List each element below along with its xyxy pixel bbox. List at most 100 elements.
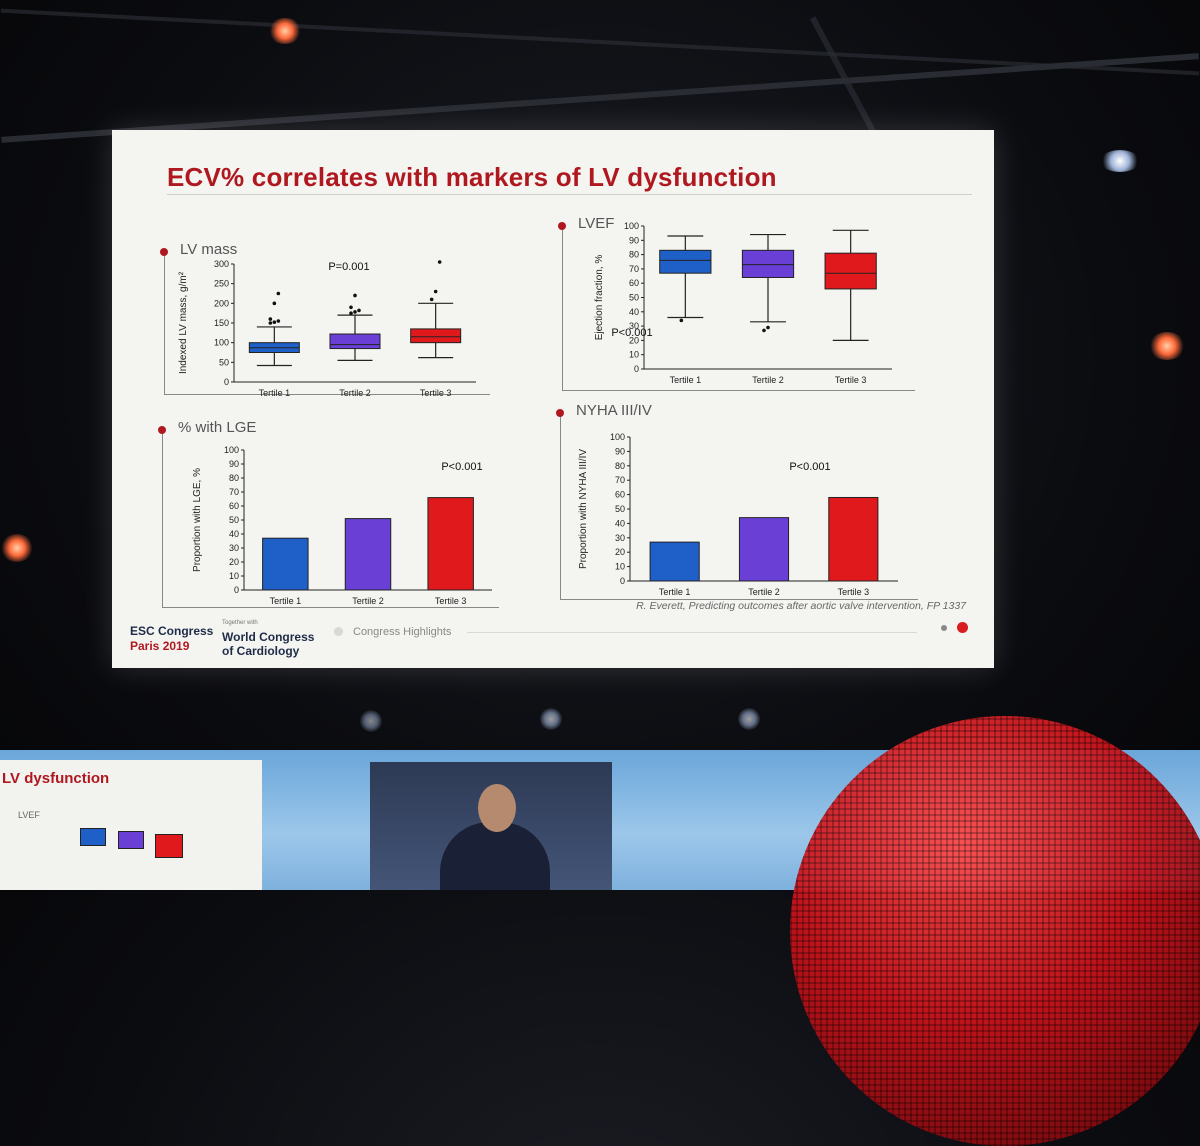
y-tick-label: 50 [615, 504, 625, 514]
congress-line-1: ESC Congress [130, 624, 214, 638]
speaker-head [478, 784, 516, 832]
outlier-point [353, 310, 357, 314]
outlier-point [272, 320, 277, 325]
y-tick-label: 100 [610, 432, 625, 442]
y-tick-label: 60 [615, 490, 625, 500]
nav-dot-inactive [940, 624, 947, 631]
y-tick-label: 100 [224, 445, 239, 455]
y-tick-label: 150 [214, 318, 229, 328]
p-value-label: P<0.001 [441, 461, 482, 473]
outlier-point [276, 319, 281, 323]
x-tick-label: Tertile 1 [259, 388, 291, 398]
x-tick-label: Tertile 3 [420, 388, 452, 398]
x-tick-label: Tertile 1 [270, 596, 302, 606]
title-rule [167, 194, 972, 195]
world-line-2: of Cardiology [222, 644, 300, 658]
footer-rule [467, 632, 917, 633]
x-tick-label: Tertile 2 [748, 587, 780, 597]
x-tick-label: Tertile 1 [659, 587, 691, 597]
congress-highlights-label: Congress Highlights [334, 626, 451, 638]
globe-graphic [790, 716, 1200, 1146]
x-tick-label: Tertile 2 [352, 596, 384, 606]
bar-2 [344, 518, 392, 591]
box-2 [329, 333, 381, 350]
panel-title: LV mass [180, 241, 238, 258]
y-tick-label: 60 [629, 278, 639, 288]
slide-title: ECV% correlates with markers of LV dysfu… [167, 162, 777, 192]
panel-title: % with LGE [178, 419, 257, 436]
box-1 [659, 249, 712, 274]
y-axis-label: Ejection fraction, % [594, 255, 605, 341]
outlier-point [268, 321, 273, 325]
outlier-point [353, 293, 357, 298]
y-tick-label: 10 [629, 350, 639, 360]
x-tick-label: Tertile 2 [339, 388, 371, 398]
y-tick-label: 40 [629, 307, 639, 317]
outlier-point [268, 317, 273, 321]
y-tick-label: 40 [229, 529, 239, 539]
outlier-point [766, 325, 770, 330]
chart-lvef: 0 10 20 30 40 50 60 70 80 90 100 Ejection fraction,… [594, 221, 892, 385]
y-tick-label: 70 [615, 475, 625, 485]
side-screen-box [80, 828, 106, 846]
speaker-figure [440, 822, 550, 890]
box-2 [741, 249, 795, 278]
ceiling-spot [1100, 150, 1140, 172]
slide-nav-dots [935, 619, 968, 637]
esc-congress-logo: ESC Congress Paris 2019 [130, 624, 213, 654]
panel-frame [562, 226, 915, 391]
outlier-point [429, 297, 434, 302]
y-tick-label: 100 [214, 338, 229, 348]
y-tick-label: 50 [219, 357, 229, 367]
y-tick-label: 80 [615, 461, 625, 471]
p-value-label: P<0.001 [789, 461, 830, 473]
panel-frame [164, 252, 490, 395]
bar-2 [738, 517, 790, 582]
y-tick-label: 100 [624, 221, 639, 231]
stage-light [268, 18, 302, 44]
y-axis-label: Proportion with LGE, % [192, 468, 203, 572]
world-line-1: World Congress [222, 630, 315, 644]
p-value-label: P<0.001 [611, 327, 652, 339]
x-tick-label: Tertile 3 [838, 587, 870, 597]
side-screen-title: LV dysfunction [2, 770, 110, 787]
side-screen-box [118, 831, 144, 849]
citation: R. Everett, Predicting outcomes after ao… [636, 600, 966, 612]
x-tick-label: Tertile 3 [435, 596, 467, 606]
y-tick-label: 20 [629, 335, 639, 345]
speaker-video-feed [370, 762, 612, 890]
y-tick-label: 90 [229, 459, 239, 469]
ceiling-spot [360, 710, 382, 732]
outlier-point [762, 328, 766, 333]
y-tick-label: 300 [214, 259, 229, 269]
y-axis-label: Indexed LV mass, g/m² [178, 271, 189, 374]
chart-lv-mass: 0 50 100 150 200 250 300 Indexed LV mass, g/m² T… [178, 259, 476, 398]
y-tick-label: 0 [634, 364, 639, 374]
y-tick-label: 60 [229, 501, 239, 511]
panel-title: LVEF [578, 215, 615, 232]
y-tick-label: 200 [214, 298, 229, 308]
chart-nyha: 0 10 20 30 40 50 60 70 80 90 100 Proportion with NY… [578, 432, 898, 597]
panel-frame [162, 430, 499, 608]
y-tick-label: 80 [229, 473, 239, 483]
panel-nyha: NYHA III/IV 0 10 20 30 40 50 60 70 80 90 100 Propor… [556, 402, 920, 600]
y-tick-label: 90 [629, 235, 639, 245]
outlier-point [437, 260, 442, 264]
box-3 [410, 328, 462, 344]
y-tick-label: 0 [224, 377, 229, 387]
x-tick-label: Tertile 3 [835, 375, 867, 385]
panel-lvef: LVEF 0 10 20 30 40 50 60 70 80 90 100 Ejection frac… [558, 215, 917, 391]
outlier-point [357, 308, 361, 313]
bar-3 [427, 497, 474, 591]
panel-title: NYHA III/IV [576, 402, 652, 419]
y-tick-label: 30 [229, 543, 239, 553]
y-tick-label: 30 [629, 321, 639, 331]
y-tick-label: 70 [629, 264, 639, 274]
y-tick-label: 20 [615, 547, 625, 557]
panel-frame [560, 413, 918, 600]
panel-bullet [556, 409, 564, 417]
side-screen-subtitle: LVEF [18, 810, 40, 820]
y-tick-label: 0 [234, 585, 239, 595]
y-tick-label: 20 [229, 557, 239, 567]
chart-lge: 0 10 20 30 40 50 60 70 80 90 100 Proportion with LG… [192, 445, 492, 606]
